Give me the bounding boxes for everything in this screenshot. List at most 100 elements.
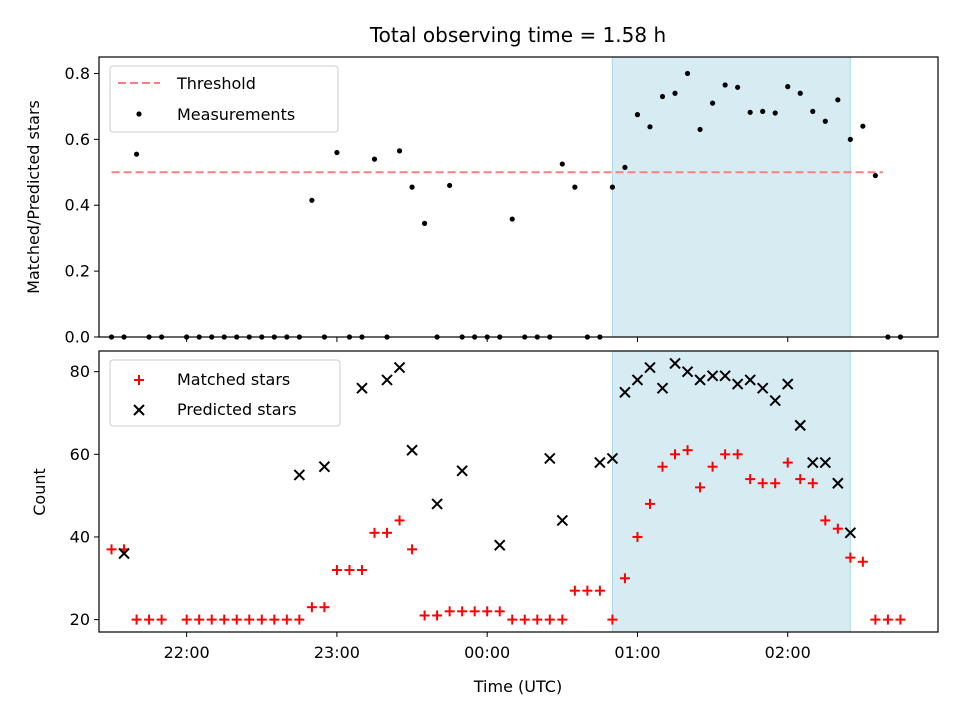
measurement-point [747, 109, 753, 115]
predicted-stars-point [731, 378, 744, 390]
matched-stars-point [419, 610, 430, 621]
predicted-stars-point [769, 394, 781, 407]
matched-stars-point [845, 552, 856, 563]
matched-stars-point [382, 527, 393, 538]
measurement-point [810, 108, 816, 114]
top-panel: 0.0 0.2 0.4 0.6 0.8 Total observing time = 1… [24, 23, 939, 347]
matched-stars-point [795, 474, 806, 485]
matched-stars-point [469, 606, 480, 617]
matched-stars-point [532, 614, 543, 625]
matched-stars-point [757, 478, 768, 489]
y-tick-label: 0.4 [65, 196, 90, 215]
bottom-legend: Matched stars Predicted stars [109, 359, 341, 427]
matched-stars-point [544, 614, 555, 625]
measurement-point [822, 118, 828, 124]
predicted-stars-point [844, 527, 857, 539]
predicted-stars-point [406, 444, 418, 456]
predicted-stars-point [669, 357, 681, 370]
bottom-data-layer [106, 357, 906, 625]
matched-stars-point [432, 610, 443, 621]
measurement-point [609, 184, 616, 190]
matched-stars-point [557, 614, 568, 625]
measurement-point [860, 123, 866, 129]
measurement-point [634, 112, 641, 118]
matched-stars-point [632, 531, 643, 542]
predicted-stars-point [393, 361, 406, 374]
predicted-stars-point [318, 460, 331, 473]
matched-stars-point [181, 614, 192, 625]
legend-measurements-swatch [136, 111, 142, 117]
predicted-stars-point [494, 539, 506, 551]
predicted-stars-point [832, 477, 844, 489]
y-tick-label: 0.2 [65, 262, 90, 281]
matched-stars-point [144, 614, 155, 625]
matched-stars-point [156, 614, 167, 625]
matched-stars-point [231, 614, 242, 625]
matched-stars-point [356, 565, 367, 576]
measurement-point [872, 172, 878, 179]
predicted-stars-point [756, 382, 769, 394]
matched-stars-point [331, 565, 342, 576]
top-shaded-span [611, 56, 851, 338]
matched-stars-point [820, 515, 831, 526]
measurement-point [647, 124, 653, 130]
predicted-stars-point [719, 370, 731, 382]
matched-stars-point [494, 606, 505, 617]
matched-stars-point [344, 565, 355, 576]
matched-stars-point [607, 614, 618, 625]
y-tick-label: 0.6 [65, 130, 90, 149]
predicted-stars-point [544, 452, 556, 465]
measurement-point [847, 136, 853, 142]
predicted-stars-point [656, 382, 669, 394]
matched-stars-point [194, 614, 205, 625]
measurement-point [709, 100, 716, 106]
matched-stars-point [507, 614, 518, 625]
y-tick-label: 20 [70, 610, 90, 629]
matched-stars-point [882, 614, 893, 625]
measurement-point [421, 220, 428, 226]
matched-stars-point [832, 523, 843, 534]
legend-predicted-swatch [133, 404, 145, 416]
predicted-stars-point [431, 498, 443, 510]
x-tick-label: 02:00 [765, 643, 811, 662]
matched-stars-point [770, 478, 781, 489]
predicted-stars-point [619, 386, 631, 399]
measurement-point [334, 149, 340, 156]
matched-stars-point [569, 585, 580, 596]
measurement-point [760, 108, 766, 114]
matched-stars-point [319, 602, 330, 613]
measurement-point [735, 84, 741, 90]
bottom-panel: 20 40 60 80 22:00 23:00 00:00 01:00 02:00 Time … [30, 350, 939, 696]
predicted-stars-point [694, 374, 706, 386]
matched-stars-point [244, 614, 255, 625]
matched-stars-point [219, 614, 230, 625]
bottom-x-ticks: 22:00 23:00 00:00 01:00 02:00 [164, 632, 811, 662]
chart-title: Total observing time = 1.58 h [369, 23, 666, 47]
matched-stars-point [394, 515, 405, 526]
top-x-ticks [186, 337, 789, 342]
predicted-stars-point [631, 374, 644, 386]
predicted-stars-point [456, 465, 468, 477]
y-tick-label: 0.8 [65, 64, 90, 83]
measurement-point [835, 97, 841, 103]
legend-predicted-label: Predicted stars [177, 400, 297, 419]
predicted-stars-point [744, 374, 756, 386]
predicted-stars-point [807, 456, 819, 469]
x-axis-label: Time (UTC) [473, 677, 562, 696]
measurement-point [409, 184, 415, 190]
matched-stars-point [695, 482, 706, 493]
matched-stars-point [444, 606, 455, 617]
legend-matched-label: Matched stars [177, 370, 290, 389]
matched-stars-point [519, 614, 530, 625]
measurement-point [622, 164, 628, 170]
bottom-y-axis-label: Count [30, 468, 49, 516]
matched-stars-point [644, 498, 655, 509]
matched-stars-point [306, 602, 317, 613]
series-predicted-stars [118, 357, 857, 560]
x-tick-label: 22:00 [164, 643, 210, 662]
matched-stars-point [682, 445, 693, 456]
measurement-point [672, 90, 678, 96]
measurement-point [659, 93, 666, 100]
measurement-point [447, 182, 453, 189]
